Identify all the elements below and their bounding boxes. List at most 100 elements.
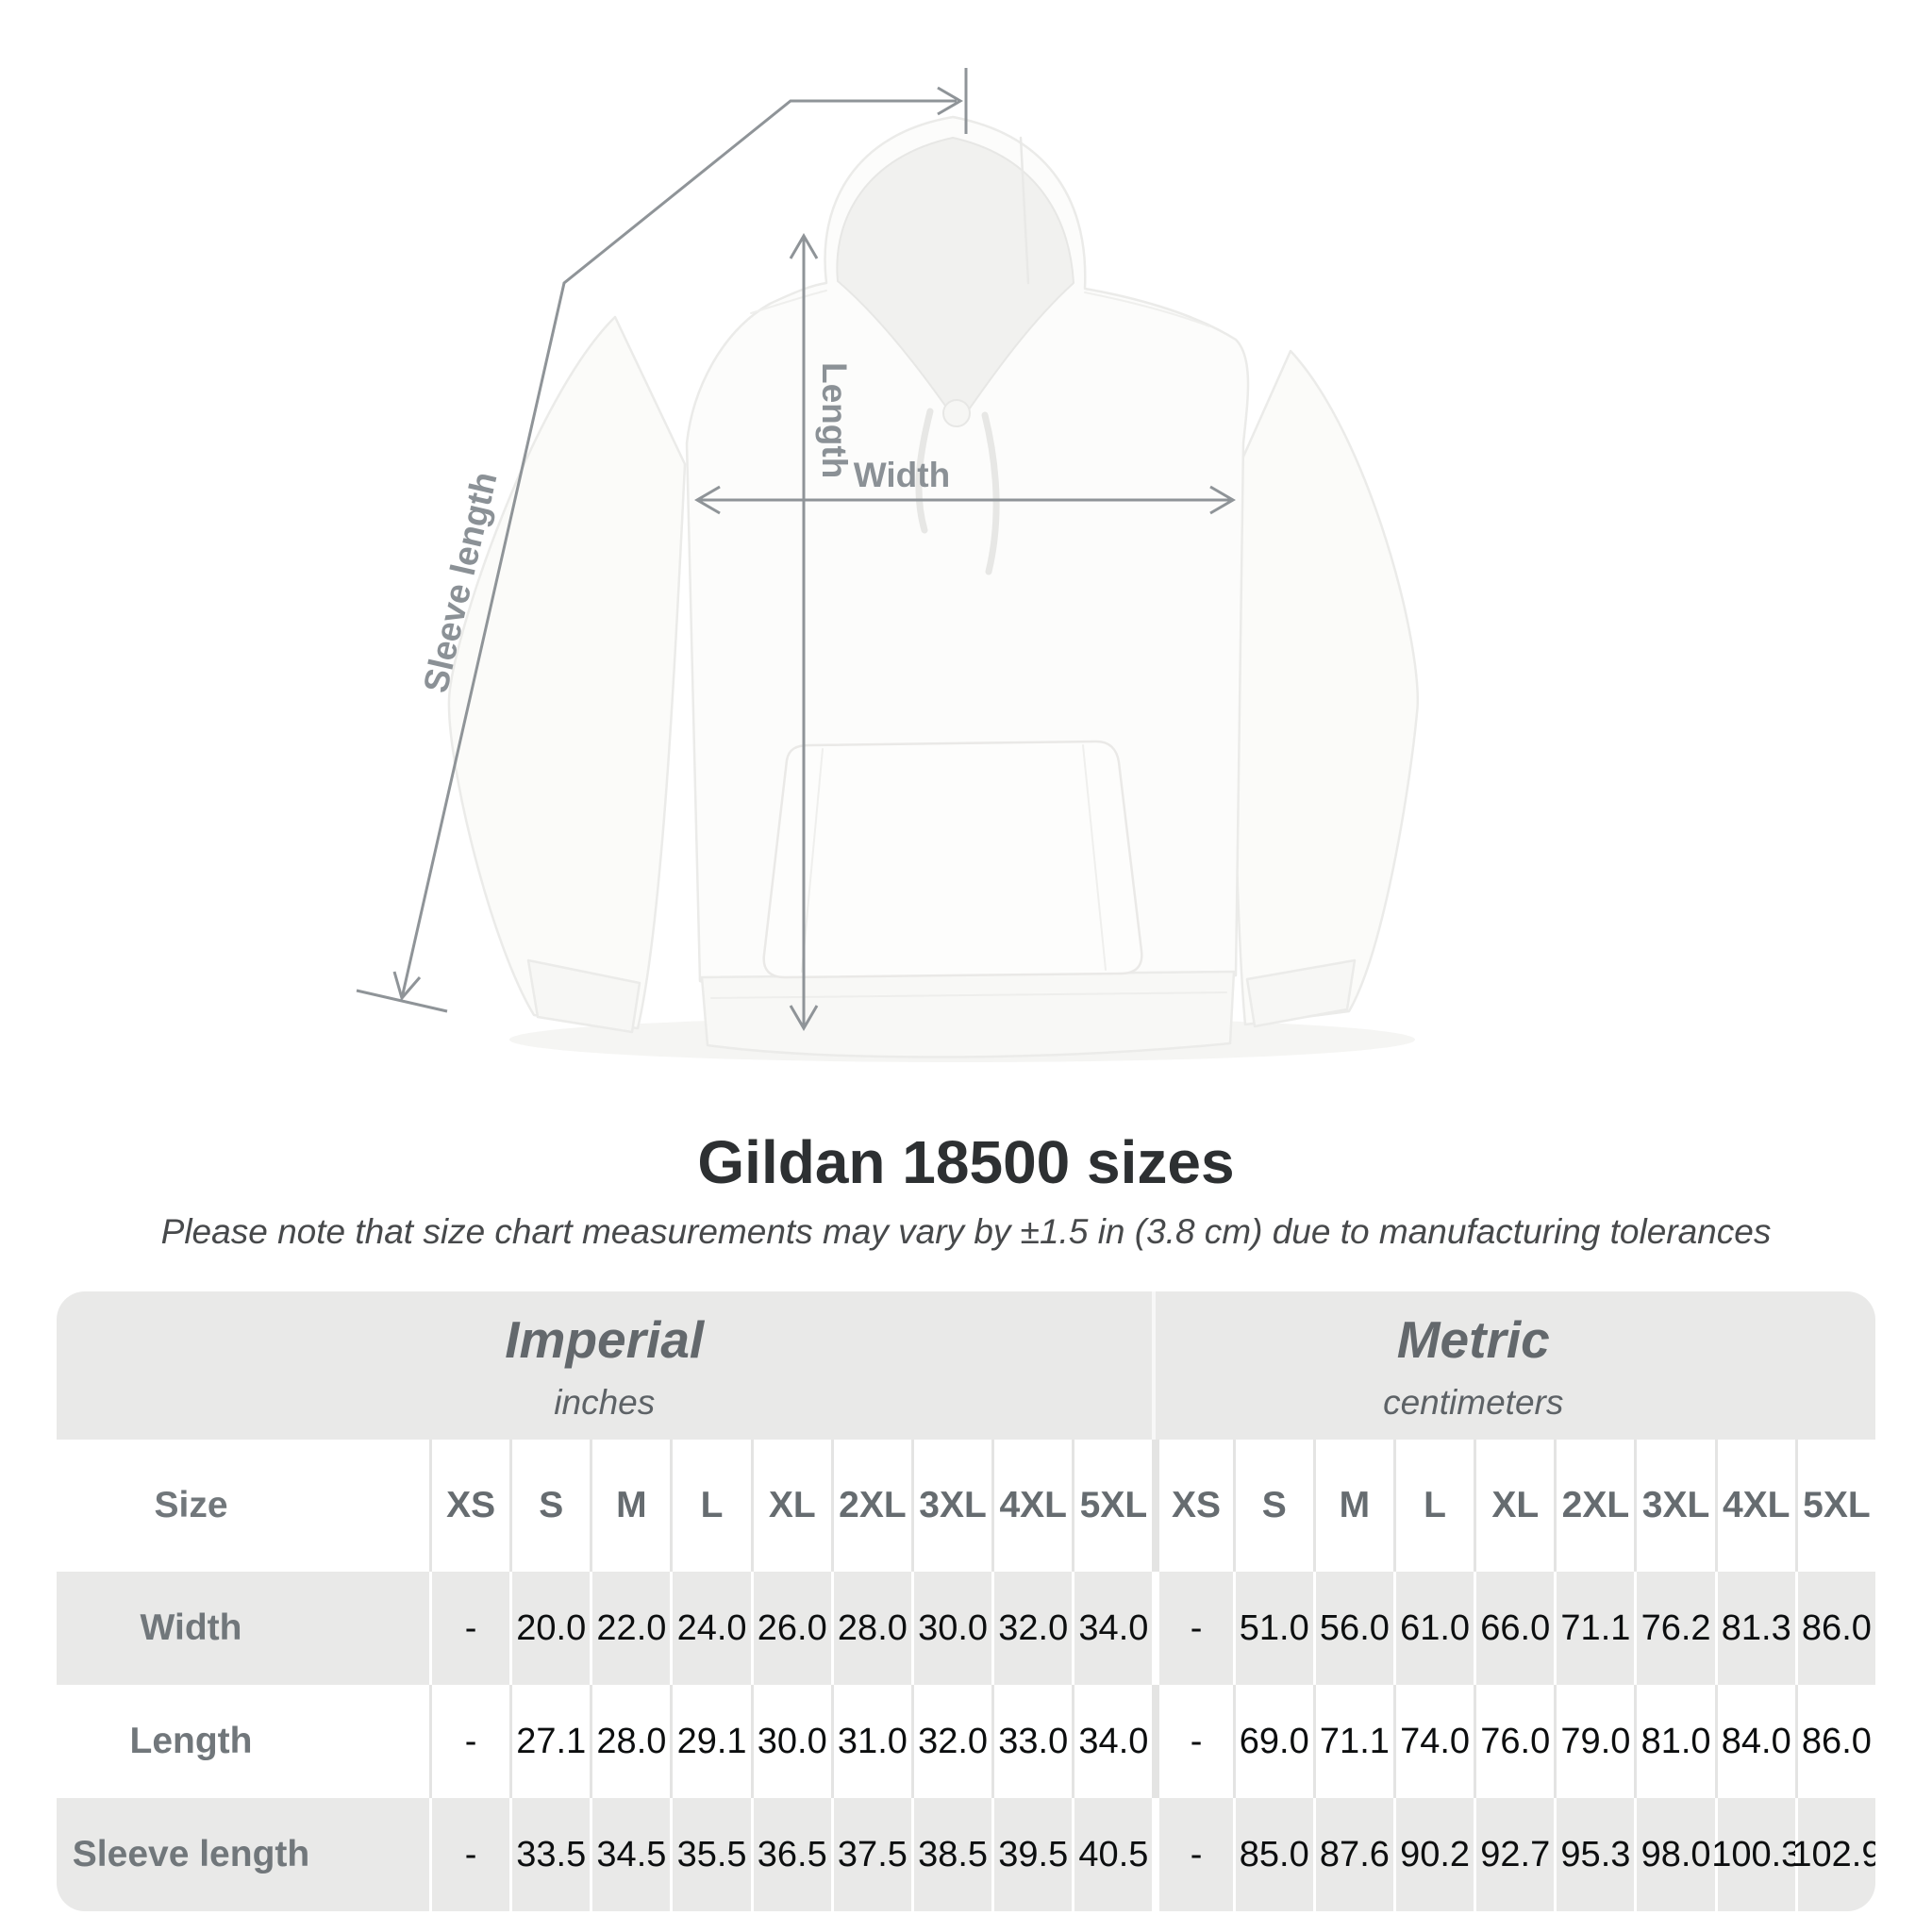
width-metric-3xl: 76.2: [1634, 1572, 1715, 1685]
sleeve-imperial-5xl: 40.5: [1072, 1798, 1153, 1911]
sleeve-imperial-xl: 36.5: [750, 1798, 831, 1911]
length-metric-s: 69.0: [1232, 1685, 1313, 1798]
size-header-imperial-xl: XL: [750, 1440, 831, 1572]
width-imperial-2xl: 28.0: [830, 1572, 911, 1685]
width-imperial-s: 20.0: [509, 1572, 591, 1685]
length-metric-2xl: 79.0: [1554, 1685, 1635, 1798]
size-header-metric-3xl: 3XL: [1634, 1440, 1715, 1572]
sleeve-imperial-2xl: 37.5: [830, 1798, 911, 1911]
sleeve-arrowhead-right: [937, 86, 963, 116]
measurement-annotations: [356, 68, 1236, 1031]
size-header-metric-5xl: 5XL: [1794, 1440, 1875, 1572]
width-imperial-5xl: 34.0: [1072, 1572, 1153, 1685]
size-header-imperial-l: L: [670, 1440, 751, 1572]
hood-seam: [1019, 136, 1030, 285]
sleeve-imperial-l: 35.5: [670, 1798, 751, 1911]
width-arrowhead-left: [694, 485, 721, 515]
sleeve-imperial-xs: -: [429, 1798, 510, 1911]
width-imperial-xs: -: [429, 1572, 510, 1685]
length-imperial-l: 29.1: [670, 1685, 751, 1798]
hem-stitch: [710, 991, 1227, 999]
row-label-width: Width: [57, 1572, 429, 1685]
drawstrings: [915, 408, 1000, 575]
size-header-imperial-3xl: 3XL: [910, 1440, 992, 1572]
length-metric-l: 74.0: [1392, 1685, 1474, 1798]
kangaroo-pocket: [762, 740, 1143, 979]
width-metric-xl: 66.0: [1474, 1572, 1555, 1685]
length-metric-m: 71.1: [1312, 1685, 1393, 1798]
size-header-imperial-5xl: 5XL: [1072, 1440, 1153, 1572]
width-metric-s: 51.0: [1232, 1572, 1313, 1685]
size-chart-table: Imperial inches Metric centimeters Size …: [57, 1291, 1875, 1911]
sleeve-metric-xs: -: [1152, 1798, 1233, 1911]
hem-band: [700, 970, 1236, 1058]
sleeve-imperial-m: 34.5: [590, 1798, 671, 1911]
size-header-imperial-xs: XS: [429, 1440, 510, 1572]
sleeve-metric-m: 87.6: [1312, 1798, 1393, 1911]
hoodie-left-cuff: [526, 958, 641, 1034]
size-column-header: Size: [57, 1440, 429, 1572]
hoodie-size-diagram: Width Length Sleeve length: [356, 68, 1419, 1062]
length-metric-5xl: 86.0: [1794, 1685, 1875, 1798]
metric-unit: centimeters: [1383, 1382, 1564, 1422]
length-imperial-3xl: 32.0: [910, 1685, 992, 1798]
width-imperial-l: 24.0: [670, 1572, 751, 1685]
metric-label: Metric: [1396, 1309, 1550, 1369]
heading-block: Gildan 18500 sizes Please note that size…: [0, 1127, 1932, 1252]
width-metric-4xl: 81.3: [1714, 1572, 1795, 1685]
sleeve-arrowhead-bottom: [392, 971, 422, 1002]
size-header-metric-m: M: [1312, 1440, 1393, 1572]
width-metric-xs: -: [1152, 1572, 1233, 1685]
sleeve-bottom-tick: [356, 989, 448, 1013]
size-header-metric-l: L: [1392, 1440, 1474, 1572]
size-header-imperial-s: S: [509, 1440, 591, 1572]
size-header-imperial-m: M: [590, 1440, 671, 1572]
tolerance-note: Please note that size chart measurements…: [160, 1212, 1772, 1251]
length-metric-xs: -: [1152, 1685, 1233, 1798]
imperial-label: Imperial: [505, 1309, 705, 1369]
length-metric-4xl: 84.0: [1714, 1685, 1795, 1798]
unit-group-metric: Metric centimeters: [1152, 1291, 1875, 1440]
sleeve-metric-xl: 92.7: [1474, 1798, 1555, 1911]
sleeve-metric-3xl: 98.0: [1634, 1798, 1715, 1911]
width-metric-2xl: 71.1: [1554, 1572, 1635, 1685]
length-metric-3xl: 81.0: [1634, 1685, 1715, 1798]
sleeve-imperial-s: 33.5: [509, 1798, 591, 1911]
hoodie-right-sleeve: [1226, 349, 1419, 1026]
sleeve-metric-5xl: 102.9: [1791, 1798, 1875, 1911]
length-metric-xl: 76.0: [1474, 1685, 1555, 1798]
sleeve-imperial-4xl: 39.5: [991, 1798, 1073, 1911]
length-imperial-xs: -: [429, 1685, 510, 1798]
shoulder-seams: [750, 290, 1210, 327]
width-imperial-xl: 26.0: [750, 1572, 831, 1685]
length-imperial-2xl: 31.0: [830, 1685, 911, 1798]
length-imperial-5xl: 34.0: [1072, 1685, 1153, 1798]
sleeve-measure-line: [400, 99, 957, 999]
length-imperial-m: 28.0: [590, 1685, 671, 1798]
width-arrowhead-right: [1209, 485, 1236, 515]
size-header-metric-xs: XS: [1152, 1440, 1233, 1572]
width-metric-5xl: 86.0: [1794, 1572, 1875, 1685]
size-header-metric-2xl: 2XL: [1554, 1440, 1635, 1572]
width-imperial-4xl: 32.0: [991, 1572, 1073, 1685]
row-label-length: Length: [57, 1685, 429, 1798]
width-metric-l: 61.0: [1392, 1572, 1474, 1685]
imperial-unit: inches: [554, 1382, 656, 1422]
width-metric-m: 56.0: [1312, 1572, 1393, 1685]
size-header-metric-4xl: 4XL: [1714, 1440, 1795, 1572]
length-label: Length: [815, 362, 854, 478]
length-imperial-4xl: 33.0: [991, 1685, 1073, 1798]
hoodie-right-cuff: [1245, 958, 1357, 1028]
length-arrowhead-bottom: [789, 1005, 819, 1031]
width-imperial-m: 22.0: [590, 1572, 671, 1685]
length-imperial-s: 27.1: [509, 1685, 591, 1798]
width-label: Width: [854, 456, 950, 494]
sleeve-metric-s: 85.0: [1232, 1798, 1313, 1911]
unit-group-imperial: Imperial inches: [57, 1291, 1153, 1440]
hood-interior: [836, 137, 1074, 425]
hoodie-left-sleeve: [447, 315, 687, 1030]
sleeve-metric-2xl: 95.3: [1554, 1798, 1635, 1911]
size-header-imperial-4xl: 4XL: [991, 1440, 1073, 1572]
size-header-metric-s: S: [1232, 1440, 1313, 1572]
size-header-imperial-2xl: 2XL: [830, 1440, 911, 1572]
